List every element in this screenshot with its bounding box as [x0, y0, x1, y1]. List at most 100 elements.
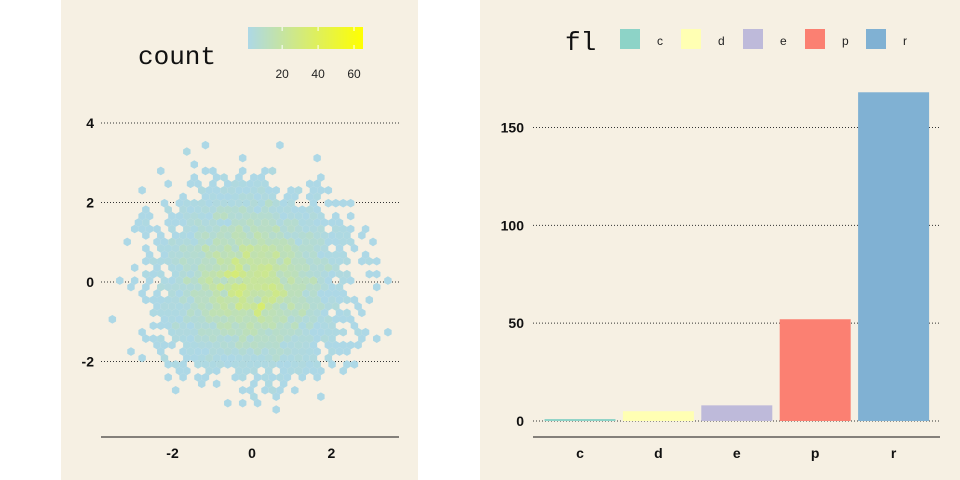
- hex-cell: [257, 340, 266, 350]
- hex-cell: [242, 250, 251, 260]
- bar-x-tick-label: d: [654, 445, 663, 461]
- hex-cell: [257, 198, 266, 208]
- hex-cell: [268, 244, 277, 253]
- hex-cell: [190, 263, 198, 272]
- hex-cell: [212, 198, 221, 208]
- hex-cell: [279, 327, 288, 337]
- hex-cell: [265, 198, 273, 208]
- hex-cell: [227, 250, 236, 260]
- hex-cell: [283, 205, 292, 214]
- hex-cell: [138, 289, 146, 298]
- hex-cell: [157, 231, 165, 240]
- hex-cell: [164, 321, 172, 331]
- hex-cell: [201, 295, 210, 305]
- hex-cell: [361, 327, 370, 337]
- hex-cell: [164, 205, 172, 214]
- hex-cell: [168, 211, 176, 221]
- hex-cell: [238, 282, 247, 292]
- hex-cell: [171, 334, 180, 343]
- hex-cell: [216, 231, 225, 240]
- hex-cell: [309, 276, 318, 285]
- hex-cell: [246, 179, 254, 189]
- hex-cell: [235, 327, 243, 337]
- hex-cell: [317, 224, 325, 234]
- hex-cell: [246, 244, 254, 253]
- hex-cell: [268, 308, 277, 318]
- hexbin-y-tick-label: 2: [86, 194, 94, 210]
- hex-cell: [183, 327, 191, 337]
- hex-cell: [242, 366, 251, 376]
- hex-cell: [220, 186, 228, 195]
- hex-cell: [294, 211, 303, 221]
- hex-cell: [190, 211, 198, 221]
- hex-cell: [186, 295, 195, 305]
- hex-cell: [268, 205, 277, 214]
- hex-cell: [279, 224, 288, 234]
- hex-cell: [268, 282, 277, 292]
- hex-cell: [242, 237, 251, 247]
- hex-cell: [305, 231, 314, 240]
- hex-cell: [279, 276, 288, 285]
- hex-cell: [246, 360, 254, 369]
- hex-cell: [231, 269, 239, 279]
- hex-cell: [272, 250, 280, 260]
- hex-cell: [265, 302, 273, 311]
- hex-cell: [157, 321, 165, 331]
- hex-cell: [283, 295, 292, 305]
- hex-cell: [276, 308, 284, 318]
- hex-cell: [160, 250, 169, 260]
- hex-cell: [309, 211, 318, 221]
- hex-cell: [157, 334, 165, 343]
- hex-cell: [346, 224, 355, 234]
- hex-cell: [283, 347, 292, 356]
- hex-cell: [227, 353, 236, 363]
- hex-cell: [250, 315, 258, 324]
- hex-cell: [168, 315, 176, 324]
- hex-cell: [227, 237, 236, 247]
- hex-cell: [153, 340, 161, 350]
- hex-cell: [160, 315, 169, 324]
- hex-cell: [242, 198, 251, 208]
- hex-cell: [272, 276, 280, 285]
- hex-cell: [250, 392, 258, 401]
- hex-cell: [238, 347, 247, 356]
- hex-cell: [242, 211, 251, 221]
- hex-cell: [287, 289, 295, 298]
- hex-cell: [242, 224, 251, 234]
- hex-cell: [268, 192, 277, 202]
- hex-cell: [238, 269, 247, 279]
- hex-cell: [276, 360, 284, 369]
- hex-cell: [294, 353, 303, 363]
- bar-x-tick-label: e: [733, 445, 741, 461]
- hex-cell: [265, 327, 273, 337]
- hex-cell: [268, 334, 277, 343]
- hex-cell: [298, 334, 306, 343]
- hex-cell: [283, 321, 292, 331]
- hex-cell: [231, 373, 239, 382]
- count-legend-label: 60: [347, 67, 361, 81]
- hex-cell: [291, 282, 299, 292]
- hex-cell: [190, 224, 198, 234]
- hex-cell: [265, 289, 273, 298]
- fl-legend-key-e: [743, 29, 763, 49]
- hex-cell: [261, 244, 269, 253]
- hex-cell: [205, 366, 213, 376]
- hex-cell: [261, 385, 269, 395]
- hex-cell: [235, 340, 243, 350]
- hex-cell: [265, 263, 273, 272]
- hex-cell: [201, 256, 210, 266]
- hex-cell: [335, 308, 344, 318]
- hex-cell: [186, 308, 195, 318]
- hex-cell: [149, 308, 158, 318]
- hex-cell: [216, 347, 225, 356]
- hex-cell: [328, 231, 336, 240]
- hex-cell: [220, 302, 228, 311]
- hex-cell: [224, 282, 232, 292]
- hex-cell: [216, 192, 225, 202]
- hex-cell: [317, 211, 325, 221]
- hex-cell: [346, 340, 355, 350]
- hex-cell: [335, 269, 344, 279]
- hex-cell: [313, 218, 321, 227]
- hex-cell: [224, 192, 232, 202]
- hex-cell: [197, 353, 206, 363]
